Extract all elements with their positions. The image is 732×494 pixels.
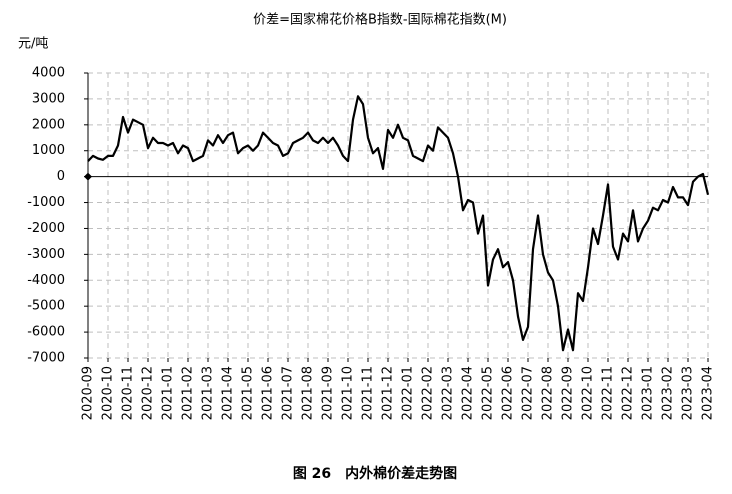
x-tick-label: 2022-01 xyxy=(401,366,416,420)
x-tick-label: 2022-12 xyxy=(621,366,636,420)
y-tick-label: -6000 xyxy=(27,325,65,340)
y-tick-label: 4000 xyxy=(32,66,65,81)
x-tick-label: 2021-07 xyxy=(281,366,296,420)
x-tick-label: 2020-12 xyxy=(141,366,156,420)
origin-marker xyxy=(84,172,92,181)
x-tick-label: 2021-08 xyxy=(301,366,316,420)
y-tick-label: 1000 xyxy=(32,143,65,158)
x-tick-label: 2023-04 xyxy=(701,366,716,420)
x-tick-label: 2022-07 xyxy=(521,366,536,420)
x-tick-label: 2021-10 xyxy=(341,366,356,420)
x-tick-label: 2022-04 xyxy=(461,366,476,420)
chart-title: 价差=国家棉花价格B指数-国际棉花指数(M) xyxy=(253,12,507,28)
x-tick-label: 2023-03 xyxy=(681,366,696,420)
x-tick-label: 2022-09 xyxy=(561,366,576,420)
y-tick-label: -2000 xyxy=(27,221,65,236)
y-axis-label: 元/吨 xyxy=(18,37,48,52)
x-tick-label: 2022-08 xyxy=(541,366,556,420)
y-tick-label: -3000 xyxy=(27,247,65,262)
x-tick-label: 2020-10 xyxy=(101,366,116,420)
y-tick-label: -1000 xyxy=(27,195,65,210)
x-tick-label: 2023-02 xyxy=(661,366,676,420)
x-tick-label: 2022-02 xyxy=(421,366,436,420)
x-tick-label: 2021-05 xyxy=(241,366,256,420)
y-tick-label: -7000 xyxy=(27,351,65,366)
x-tick-label: 2021-09 xyxy=(321,366,336,420)
x-tick-label: 2020-11 xyxy=(121,366,136,420)
x-tick-label: 2022-06 xyxy=(501,366,516,420)
x-tick-label: 2021-06 xyxy=(261,366,276,420)
caption: 图 26 内外棉价差走势图 xyxy=(293,465,457,482)
y-tick-label: -4000 xyxy=(27,273,65,288)
y-tick-label: -5000 xyxy=(27,299,65,314)
y-tick-label: 3000 xyxy=(32,91,65,106)
x-tick-label: 2022-11 xyxy=(601,366,616,420)
x-tick-label: 2021-04 xyxy=(221,366,236,420)
x-tick-label: 2021-02 xyxy=(181,366,196,420)
x-tick-label: 2023-01 xyxy=(641,366,656,420)
series-line xyxy=(87,95,710,352)
x-tick-label: 2021-03 xyxy=(201,366,216,420)
y-tick-label: 0 xyxy=(57,169,65,184)
x-tick-label: 2022-10 xyxy=(581,366,596,420)
x-tick-label: 2022-03 xyxy=(441,366,456,420)
y-tick-label: 2000 xyxy=(32,117,65,132)
x-tick-label: 2021-12 xyxy=(381,366,396,420)
x-tick-label: 2022-05 xyxy=(481,366,496,420)
x-tick-label: 2021-11 xyxy=(361,366,376,420)
x-tick-label: 2020-09 xyxy=(81,366,96,420)
x-tick-label: 2021-01 xyxy=(161,366,176,420)
